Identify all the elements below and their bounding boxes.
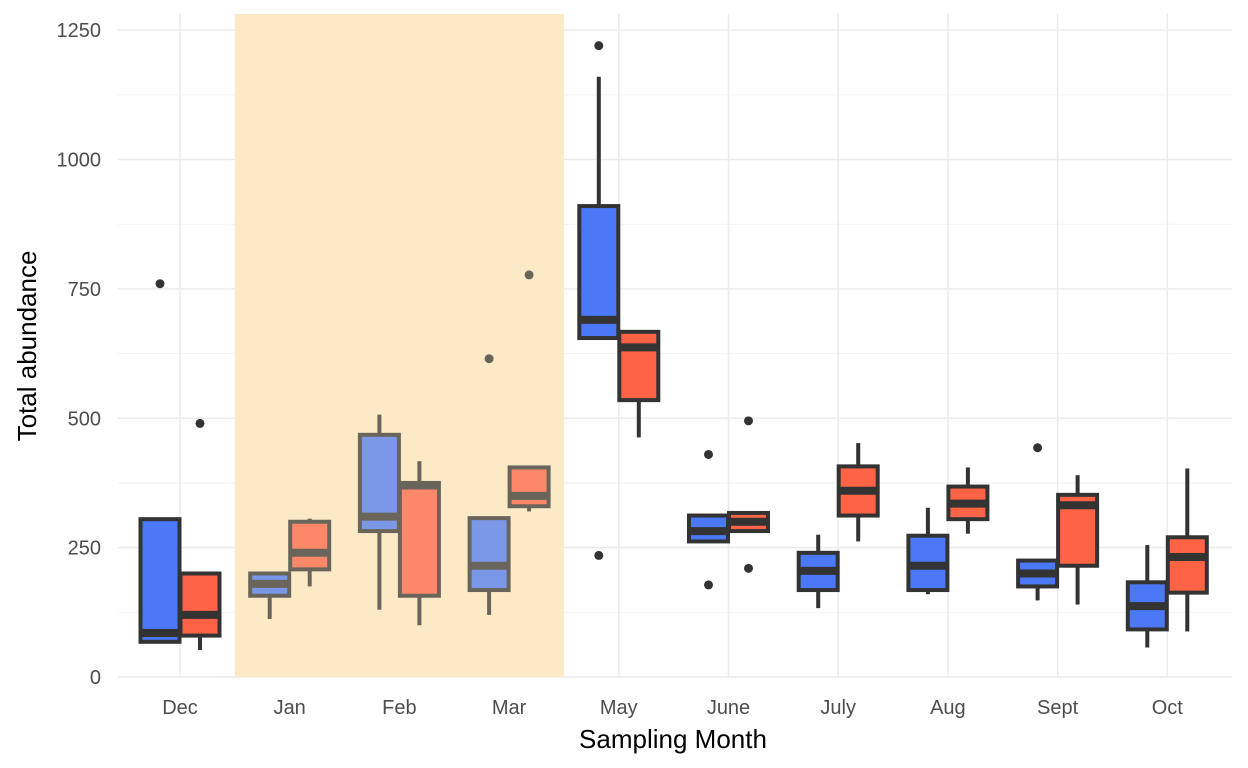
box-dec-red <box>178 418 222 651</box>
box-jan-red <box>288 518 332 587</box>
y-tick-label: 1000 <box>57 150 102 172</box>
box-sept-red <box>1056 475 1100 605</box>
x-axis-title: Sampling Month <box>579 724 767 754</box>
band-tint <box>234 14 564 677</box>
y-tick-label: 1250 <box>57 20 102 42</box>
x-tick-label: Jan <box>274 697 306 719</box>
outlier-point <box>1033 443 1043 453</box>
y-axis-title: Total abundance <box>12 251 42 442</box>
x-tick-label: June <box>707 697 750 719</box>
box-sept-blue <box>1016 443 1060 601</box>
outlier-point <box>744 563 753 573</box>
box-may-red <box>617 329 661 438</box>
box-june-red <box>727 416 770 573</box>
x-tick-label: Mar <box>492 697 527 719</box>
box-aug-red <box>946 467 990 534</box>
box-june-blue <box>687 449 730 590</box>
outlier-point <box>704 449 713 459</box>
box-body <box>467 516 511 593</box>
outlier-point <box>195 418 205 428</box>
x-axis-ticks: Dec Jan Feb Mar May June July Aug Sept Oct <box>162 697 1183 719</box>
box-oct-red <box>1165 468 1209 632</box>
box-mar-red <box>507 270 551 512</box>
outlier-point <box>594 550 604 560</box>
box-body <box>397 480 441 598</box>
box-mar-blue <box>467 354 511 615</box>
x-tick-label: Sept <box>1037 697 1079 719</box>
box-jan-blue <box>248 571 292 620</box>
x-tick-label: Feb <box>382 697 416 719</box>
box-body <box>617 329 661 403</box>
x-tick-label: Oct <box>1152 697 1184 719</box>
x-tick-label: Aug <box>930 697 966 719</box>
outlier-point <box>484 354 494 364</box>
y-tick-label: 0 <box>90 667 101 689</box>
outlier-point <box>744 416 753 426</box>
box-may-blue <box>577 41 621 560</box>
y-axis-ticks: 0 250 500 750 1000 1250 <box>57 20 102 689</box>
box-body <box>138 517 182 644</box>
x-tick-label: May <box>600 697 638 719</box>
x-tick-label: July <box>820 697 856 719</box>
outlier-point <box>155 279 165 289</box>
box-body <box>1165 535 1209 595</box>
box-july-red <box>836 443 880 542</box>
box-body <box>288 519 332 572</box>
y-tick-label: 500 <box>68 408 101 430</box>
box-dec-blue <box>138 279 182 644</box>
outlier-point <box>704 580 713 590</box>
outlier-point <box>594 41 604 51</box>
y-tick-label: 250 <box>68 538 101 560</box>
x-tick-label: Dec <box>162 697 198 719</box>
box-feb-blue <box>357 414 401 610</box>
y-tick-label: 750 <box>68 279 101 301</box>
box-july-blue <box>796 534 840 609</box>
box-body <box>178 571 222 638</box>
outlier-point <box>524 270 534 280</box>
box-feb-red <box>397 461 441 626</box>
box-aug-blue <box>906 507 950 595</box>
box-oct-blue <box>1125 545 1169 648</box>
highlight-band-overlay <box>234 14 564 677</box>
box-plots <box>138 41 1209 651</box>
